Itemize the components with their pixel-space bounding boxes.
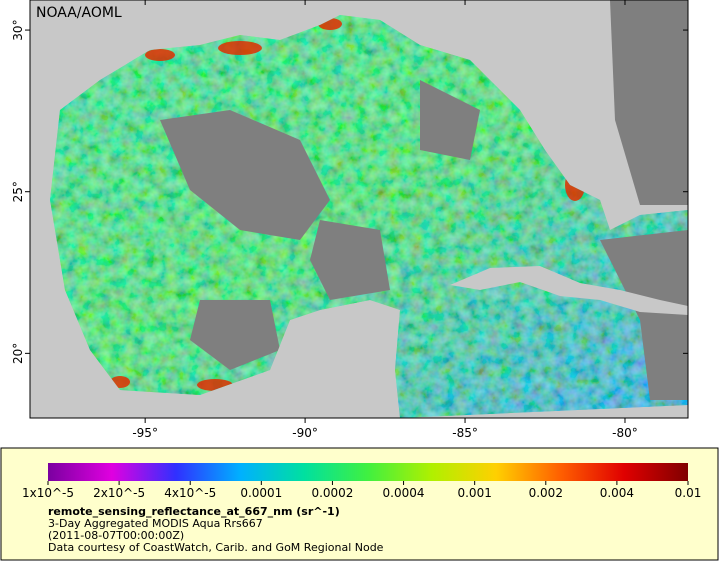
- x-tick-label: -85°: [452, 426, 478, 440]
- colorbar-tick-label: 0.002: [529, 486, 563, 500]
- colorbar: [48, 463, 688, 481]
- no-data-atlantic: [610, 0, 688, 205]
- caption-date: (2011-08-07T00:00:00Z): [48, 529, 184, 542]
- x-tick-label: -80°: [612, 426, 638, 440]
- y-tick-label: 20°: [11, 343, 25, 364]
- caption-credit: Data courtesy of CoastWatch, Carib. and …: [48, 541, 384, 554]
- colorbar-tick-label: 0.004: [600, 486, 634, 500]
- colorbar-tick-label: 2x10^-5: [93, 486, 145, 500]
- colorbar-tick-label: 0.01: [675, 486, 702, 500]
- y-tick-label: 25°: [11, 181, 25, 202]
- x-tick-label: -95°: [132, 426, 158, 440]
- caption-variable: remote_sensing_reflectance_at_667_nm (sr…: [48, 505, 340, 518]
- y-tick-label: 30°: [11, 19, 25, 40]
- colorbar-tick-label: 0.0001: [240, 486, 282, 500]
- map-frame: [29, 0, 689, 419]
- no-data-areas: [160, 80, 688, 400]
- colorbar-tick-label: 0.001: [457, 486, 491, 500]
- colorbar-tick-label: 0.0002: [311, 486, 353, 500]
- colorbar-tick-label: 0.0004: [383, 486, 425, 500]
- watermark: NOAA/AOML: [36, 5, 122, 21]
- caption-product: 3-Day Aggregated MODIS Aqua Rrs667: [48, 517, 263, 530]
- cuba: [450, 266, 688, 315]
- colorbar-tick-label: 1x10^-5: [22, 486, 74, 500]
- x-tick-label: -90°: [292, 426, 318, 440]
- colorbar-tick-label: 4x10^-5: [164, 486, 216, 500]
